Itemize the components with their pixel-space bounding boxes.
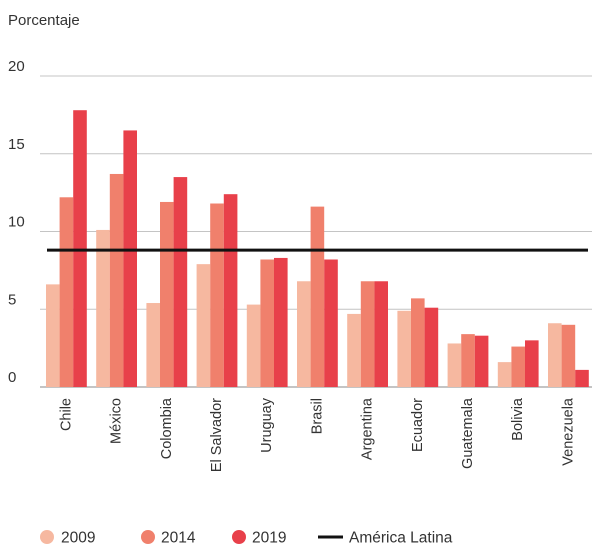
y-tick-label: 10 <box>8 214 25 231</box>
bar-2009 <box>297 281 311 387</box>
bar-2009 <box>246 304 261 387</box>
bar-2014 <box>260 259 274 387</box>
bar-2014 <box>160 201 174 387</box>
x-tick-label: Bolivia <box>510 397 526 441</box>
bar-2009 <box>447 343 462 387</box>
bar-2014 <box>109 173 124 387</box>
bar-2019 <box>123 130 137 388</box>
bar-2019 <box>274 257 288 387</box>
x-tick-label: El Salvador <box>209 398 225 472</box>
bar-2014 <box>561 324 576 387</box>
bar-2019 <box>575 369 589 387</box>
x-axis-categories: Chile México Colombia El Salvador Uruguay Bra… <box>58 397 576 472</box>
bar-2009 <box>397 310 411 387</box>
bar-2009 <box>96 229 110 387</box>
bar-2014 <box>411 298 425 387</box>
bar-2019 <box>525 340 539 387</box>
legend-label: 2014 <box>161 530 196 544</box>
x-tick-label: Uruguay <box>259 397 275 453</box>
legend: 2009 2014 2019 América Latina <box>40 530 453 544</box>
bar-2014 <box>310 206 325 387</box>
bar-2009 <box>146 303 160 387</box>
x-tick-label: Venezuela <box>560 397 576 466</box>
bar-2019 <box>73 110 87 388</box>
bar-2014 <box>511 346 525 387</box>
legend-label: 2009 <box>61 530 95 544</box>
bar-2009 <box>497 362 512 387</box>
x-tick-label: Argentina <box>360 397 376 460</box>
legend-marker-2009 <box>40 530 54 544</box>
legend-marker-2019 <box>232 530 246 544</box>
bar-2019 <box>324 259 338 387</box>
y-tick-label: 20 <box>8 58 25 75</box>
bar-2014 <box>210 203 224 387</box>
legend-marker-2014 <box>141 530 155 544</box>
bar-2019 <box>223 194 238 387</box>
y-tick-label: 0 <box>8 369 16 386</box>
x-tick-label: Ecuador <box>410 398 426 452</box>
bar-2019 <box>424 307 439 387</box>
y-tick-label: 15 <box>8 136 25 153</box>
x-tick-label: México <box>109 398 125 444</box>
x-tick-label: Brasil <box>309 398 325 434</box>
bar-2014 <box>461 334 475 387</box>
bar-2019 <box>374 281 388 387</box>
y-axis-label: Porcentaje <box>8 12 80 29</box>
bar-2009 <box>347 313 361 387</box>
legend-label: América Latina <box>349 530 453 544</box>
bar-2009 <box>196 264 211 387</box>
y-axis-ticks: 0 5 10 15 20 <box>8 58 25 386</box>
bar-2009 <box>46 284 60 387</box>
legend-label: 2019 <box>252 530 286 544</box>
bar-2019 <box>173 177 188 387</box>
bar-2009 <box>548 323 562 387</box>
x-tick-label: Guatemala <box>460 397 476 469</box>
y-tick-label: 5 <box>8 291 16 308</box>
bar-2019 <box>474 335 489 387</box>
bar-2014 <box>360 281 375 387</box>
x-tick-label: Chile <box>58 398 74 431</box>
bars <box>46 110 589 388</box>
x-tick-label: Colombia <box>159 397 175 459</box>
bar-2014 <box>59 197 74 387</box>
